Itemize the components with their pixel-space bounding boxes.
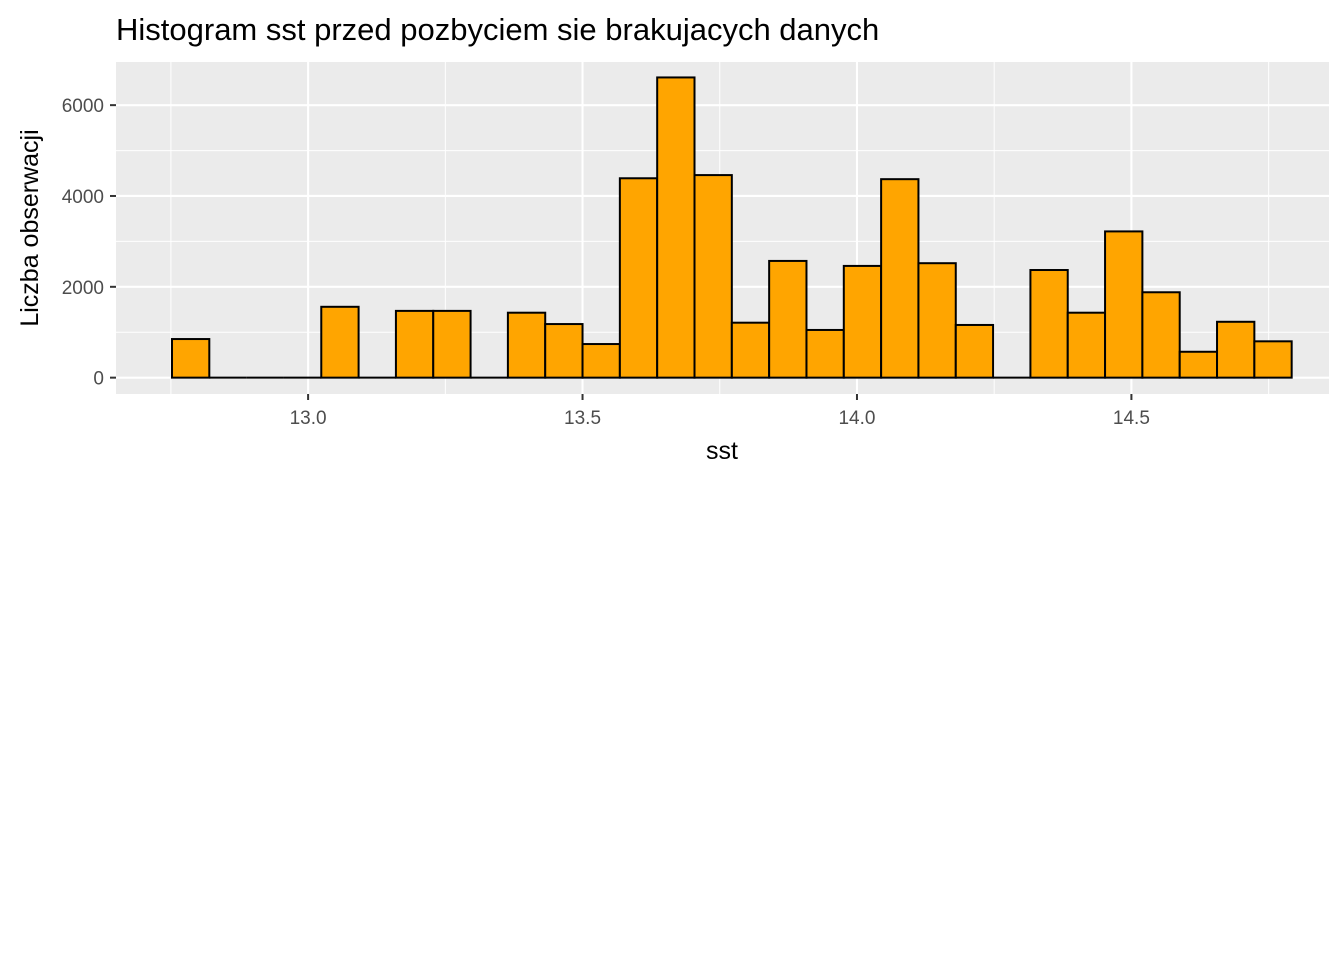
- x-tick-label: 13.5: [564, 408, 601, 429]
- histogram-bar: [618, 177, 659, 379]
- x-tick-label: 14.0: [838, 408, 875, 429]
- histogram-bar: [170, 338, 211, 379]
- x-tick-label: 14.5: [1113, 408, 1150, 429]
- histogram-bar: [506, 311, 547, 379]
- histogram-bar: [320, 305, 360, 379]
- histogram-bar: [432, 309, 472, 379]
- y-tick-label: 6000: [62, 96, 104, 117]
- histogram-bar: [581, 343, 621, 379]
- x-axis-title: sst: [706, 437, 738, 465]
- histogram-bar: [394, 309, 435, 379]
- histogram-bar: [544, 323, 584, 379]
- y-tick-label: 2000: [62, 278, 104, 299]
- histogram-bar: [1253, 340, 1293, 379]
- histogram-bar: [1029, 269, 1069, 379]
- histogram-bar: [954, 323, 995, 379]
- y-tick-label: 0: [93, 369, 104, 390]
- histogram-bar: [1104, 230, 1144, 379]
- histogram-bars: [170, 76, 1293, 379]
- histogram-bar: [1216, 320, 1256, 379]
- histogram-bar: [917, 262, 957, 379]
- y-tick-label: 4000: [62, 187, 104, 208]
- y-axis-title: Liczba obserwacji: [16, 129, 44, 326]
- histogram-bar: [805, 328, 845, 379]
- axes: 13.0 13.5 14.0 14.5 0 2000 4000 6000: [62, 96, 1150, 429]
- histogram-bar: [1178, 350, 1219, 379]
- chart-title: Histogram sst przed pozbyciem sie brakuj…: [116, 12, 879, 47]
- histogram-bar: [693, 174, 733, 379]
- histogram-bar: [1141, 291, 1181, 379]
- histogram-bar: [730, 321, 771, 379]
- histogram-bar: [880, 178, 920, 379]
- histogram-bar: [656, 76, 696, 379]
- histogram-bar: [768, 259, 808, 379]
- x-tick-label: 13.0: [290, 408, 327, 429]
- histogram-bar: [1066, 311, 1107, 379]
- histogram-bar: [842, 264, 883, 379]
